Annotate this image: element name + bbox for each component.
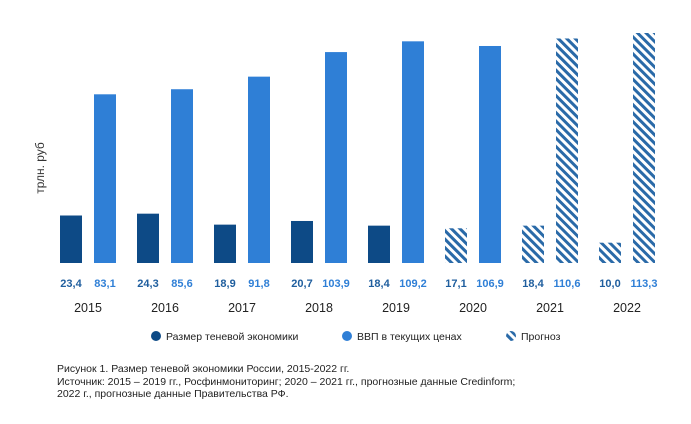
bar-gdp-2019: [402, 41, 424, 263]
y-axis-label: трлн. руб: [33, 142, 47, 194]
value-labels-group: 23,4 83,1 24,3 85,6 18,9 91,8 20,7 103,9 18,4 109…: [60, 278, 657, 290]
legend-marker-forecast: [506, 331, 516, 341]
figure-caption: Рисунок 1. Размер теневой экономики Росс…: [57, 363, 515, 401]
value-label-shadow-2017: 18,9: [214, 278, 235, 290]
caption-line-source-cont: 2022 г., прогнозные данные Правительства…: [57, 388, 289, 400]
value-label-shadow-2016: 24,3: [137, 278, 158, 290]
value-label-gdp-2016: 85,6: [171, 278, 192, 290]
bar-shadow-2018: [291, 220, 313, 263]
value-label-gdp-2021: 110,6: [554, 278, 581, 290]
year-label-2015: 2015: [74, 301, 102, 315]
value-label-shadow-2020: 17,1: [445, 278, 466, 290]
bar-gdp-2018: [325, 52, 347, 263]
bar-shadow-2021: [522, 225, 544, 263]
legend-marker-shadow: [151, 331, 161, 341]
value-label-gdp-2019: 109,2: [399, 278, 427, 290]
bar-shadow-2016: [137, 213, 159, 263]
bar-gdp-2021: [556, 38, 578, 264]
caption-line-source: Источник: 2015 – 2019 гг., Росфинмонитор…: [57, 375, 516, 388]
value-label-shadow-2021: 18,4: [522, 278, 544, 290]
year-labels-group: 2015 2016 2017 2018 2019 2020 2021 2022: [74, 301, 641, 315]
legend-marker-gdp: [342, 331, 352, 341]
year-label-2018: 2018: [305, 301, 333, 315]
value-label-shadow-2022: 10,0: [599, 278, 620, 290]
year-label-2021: 2021: [536, 301, 564, 315]
bar-gdp-2020: [479, 45, 501, 264]
bar-gdp-2017: [248, 76, 270, 264]
bar-shadow-2019: [368, 225, 390, 263]
value-label-shadow-2018: 20,7: [291, 278, 312, 290]
year-label-2019: 2019: [382, 301, 410, 315]
bar-shadow-2017: [214, 224, 236, 263]
legend-label-forecast: Прогноз: [521, 331, 561, 343]
bars-group: [60, 33, 655, 264]
value-label-gdp-2017: 91,8: [248, 278, 269, 290]
year-label-2020: 2020: [459, 301, 487, 315]
legend-label-gdp: ВВП в текущих ценах: [357, 331, 463, 343]
year-label-2022: 2022: [613, 301, 641, 315]
value-label-shadow-2015: 23,4: [60, 278, 82, 290]
bar-shadow-2022: [599, 242, 621, 263]
bar-gdp-2016: [171, 89, 193, 264]
bar-gdp-2015: [94, 94, 116, 263]
legend-label-shadow: Размер теневой экономики: [166, 331, 298, 343]
value-label-gdp-2015: 83,1: [94, 278, 115, 290]
value-label-gdp-2018: 103,9: [322, 278, 350, 290]
bar-gdp-2022: [633, 33, 655, 263]
value-label-gdp-2022: 113,3: [631, 278, 658, 290]
bar-shadow-2015: [60, 215, 82, 263]
year-label-2016: 2016: [151, 301, 179, 315]
caption-line-title: Рисунок 1. Размер теневой экономики Росс…: [57, 363, 350, 375]
bar-shadow-2020: [445, 228, 467, 263]
legend: Размер теневой экономики ВВП в текущих ц…: [151, 331, 561, 343]
value-label-gdp-2020: 106,9: [476, 278, 504, 290]
value-label-shadow-2019: 18,4: [368, 278, 390, 290]
year-label-2017: 2017: [228, 301, 256, 315]
